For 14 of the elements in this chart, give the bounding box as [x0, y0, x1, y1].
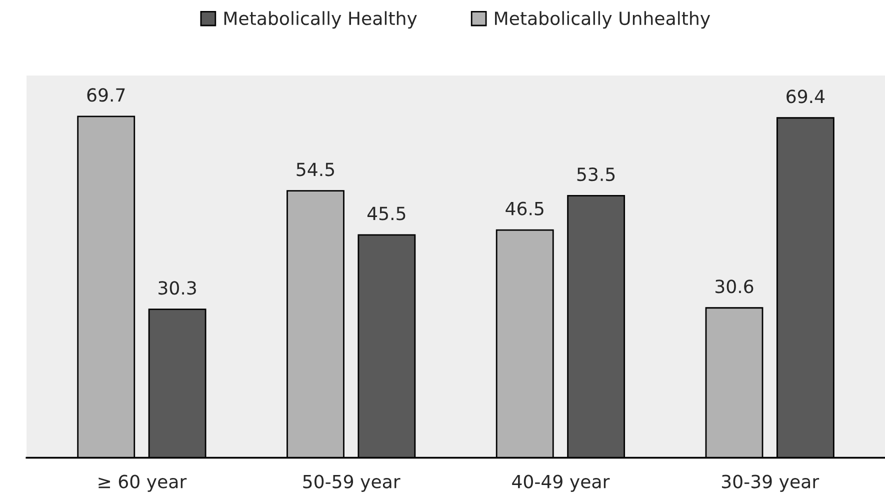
- data-label: 53.5: [577, 167, 615, 182]
- data-label: 45.5: [367, 206, 406, 220]
- data-label: 69.7: [87, 88, 125, 102]
- x-tick-label: 40-49 year: [512, 474, 610, 492]
- x-tick-label: 30-39 year: [722, 474, 820, 492]
- data-label: 30.3: [158, 281, 196, 295]
- data-label: 30.6: [716, 280, 754, 294]
- legend-label: Metabolically Healthy: [224, 11, 417, 29]
- x-tick-label: ≥ 60 year: [98, 474, 187, 492]
- legend-label: Metabolically Unhealthy: [495, 11, 710, 29]
- data-label: 54.5: [296, 162, 334, 176]
- data-label: 46.5: [506, 202, 544, 216]
- data-label: 69.4: [786, 90, 825, 104]
- x-tick-label: 50-59 year: [303, 474, 400, 492]
